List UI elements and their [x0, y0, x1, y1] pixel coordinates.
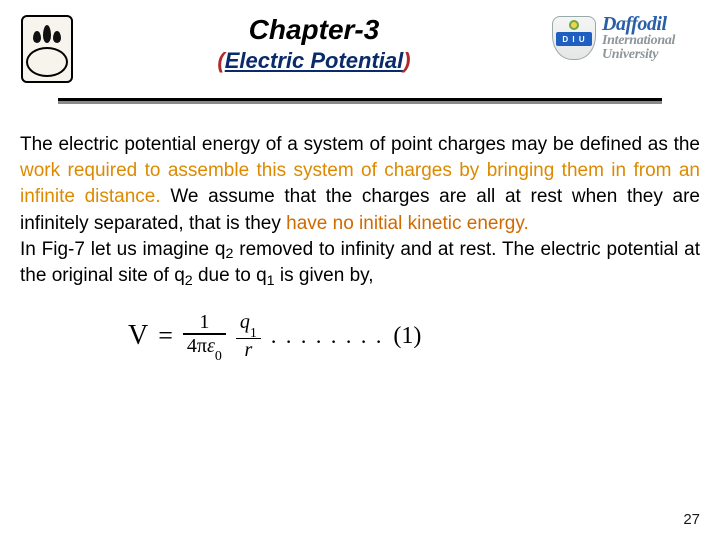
university-seal-logo: [18, 12, 76, 86]
subtitle-text: Electric Potential: [225, 48, 404, 73]
daffodil-line1: Daffodil: [602, 14, 675, 34]
chapter-title: Chapter-3: [84, 14, 544, 46]
body-p2-c: due to q: [193, 265, 267, 286]
daffodil-line3: University: [602, 48, 675, 62]
equation-dots: . . . . . . . .: [271, 323, 384, 349]
body-sub-q2a: 2: [225, 246, 233, 262]
body-p1-highlight2: have no initial kinetic energy.: [286, 213, 529, 234]
frac1-den: 4πε0: [183, 335, 226, 361]
equation-lhs: V: [128, 320, 148, 352]
daffodil-wordmark: Daffodil International University: [602, 14, 675, 62]
body-p2-d: is given by,: [275, 265, 374, 286]
body-p1-a: The electric potential energy of a syste…: [20, 134, 700, 155]
header-row: Chapter-3 (Electric Potential) D I U Daf…: [18, 12, 702, 86]
slide-page: Chapter-3 (Electric Potential) D I U Daf…: [0, 0, 720, 540]
body-p2-a: In Fig-7 let us imagine q: [20, 239, 225, 260]
daffodil-line2: International: [602, 34, 675, 48]
diu-badge-icon: D I U: [552, 16, 596, 60]
frac2-num-q: q: [240, 311, 250, 333]
daffodil-logo: D I U Daffodil International University: [552, 12, 702, 64]
frac2-num-sub: 1: [250, 326, 257, 341]
horizontal-rule: [58, 98, 662, 104]
body-sub-q2b: 2: [185, 273, 193, 289]
frac1-den-eps: ε: [207, 335, 215, 357]
subtitle-paren-right: ): [403, 48, 410, 73]
frac1-num: 1: [195, 311, 213, 333]
diu-badge-text: D I U: [556, 32, 592, 46]
frac1-den-4pi: 4π: [187, 335, 207, 357]
equation-fraction-2: q1 r: [236, 311, 261, 361]
frac1-den-sub: 0: [215, 349, 222, 364]
equation-number: (1): [393, 323, 421, 350]
body-sub-q1: 1: [267, 273, 275, 289]
chapter-subtitle: (Electric Potential): [84, 48, 544, 74]
seal-icon: [21, 15, 73, 83]
equation-1: V = 1 4πε0 q1 r . . . . . . . . (1): [18, 311, 702, 361]
subtitle-paren-left: (: [217, 48, 224, 73]
title-block: Chapter-3 (Electric Potential): [84, 12, 544, 74]
equation-equals: =: [158, 321, 173, 351]
page-number: 27: [683, 511, 700, 528]
frac2-den: r: [241, 339, 257, 361]
equation-fraction-1: 1 4πε0: [183, 311, 226, 361]
frac2-num: q1: [236, 311, 261, 337]
body-paragraphs: The electric potential energy of a syste…: [18, 132, 702, 289]
